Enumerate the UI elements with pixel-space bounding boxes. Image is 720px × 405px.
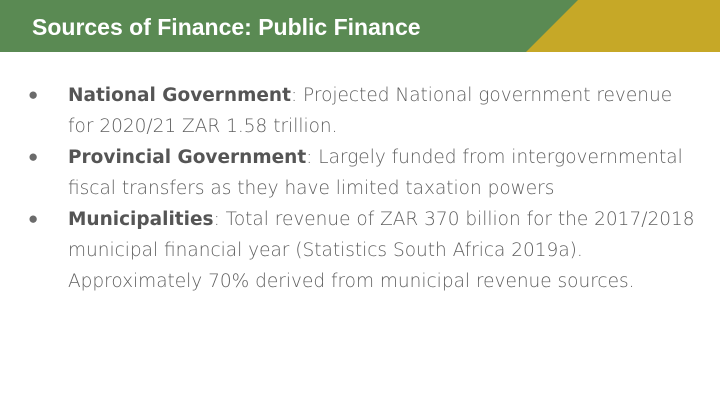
title-bar: Sources of Finance: Public Finance (0, 0, 720, 52)
bullet-list: ● National Government: Projected Nationa… (28, 80, 700, 297)
bullet-term: Municipalities (68, 209, 214, 230)
bullet-term: National Government (68, 85, 291, 106)
bullet-item-provincial-government: ● Provincial Government: Largely funded … (28, 142, 700, 204)
bullet-text: : Projected National government revenue … (68, 85, 673, 137)
bullet-dot-icon: ● (28, 85, 39, 105)
green-band (0, 0, 578, 52)
bullet-term: Provincial Government (68, 147, 307, 168)
bullet-item-municipalities: ● Municipalities: Total revenue of ZAR 3… (28, 204, 700, 297)
slide-title: Sources of Finance: Public Finance (32, 14, 421, 40)
bullet-item-national-government: ● National Government: Projected Nationa… (28, 80, 700, 142)
title-bar-background (0, 0, 720, 52)
bullet-text: : Total revenue of ZAR 370 billion for t… (68, 209, 695, 292)
bullet-dot-icon: ● (28, 147, 39, 167)
bullet-text: : Largely funded from intergovernmental … (68, 147, 683, 199)
bullet-dot-icon: ● (28, 209, 39, 229)
